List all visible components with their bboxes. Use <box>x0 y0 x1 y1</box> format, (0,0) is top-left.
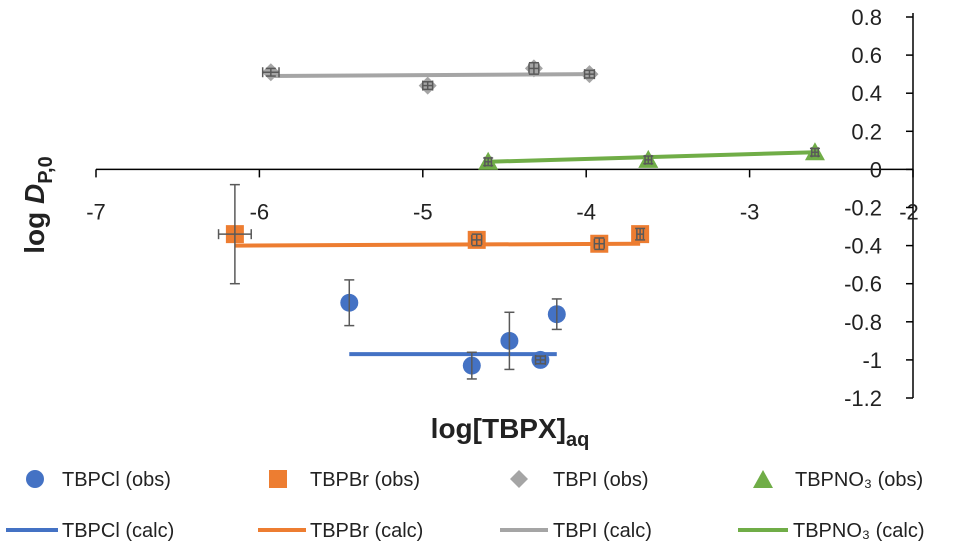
x-tick-label: -3 <box>740 199 760 224</box>
calc-line <box>270 72 590 79</box>
axes: -7 -6 -5 -4 -3 -2 0.8 0.6 0.4 0.2 0 -0.2 -0.4 -0.6 -0.… <box>86 5 919 411</box>
data-points <box>225 59 825 375</box>
legend-marker-tbpi-obs <box>510 470 528 488</box>
y-tick-label: 0.6 <box>851 43 882 68</box>
x-tick-label: -5 <box>413 199 433 224</box>
x-tick-label: -7 <box>86 199 106 224</box>
x-tick-label: -2 <box>899 199 919 224</box>
y-tick-label: -1.2 <box>844 386 882 411</box>
legend-marker-tbpbr-obs <box>269 470 287 488</box>
legend-label-tbpi-obs: TBPI (obs) <box>553 469 649 491</box>
legend-label-tbpbr-calc: TBPBr (calc) <box>310 520 423 542</box>
y-tick-label: -0.6 <box>844 272 882 297</box>
legend-label-tbpno3-calc: TBPNO₃ (calc) <box>793 520 924 542</box>
legend-label-tbpcl-obs: TBPCl (obs) <box>62 469 171 491</box>
x-axis-title: log[TBPX]aq <box>431 413 590 451</box>
y-tick-label: 0.4 <box>851 81 882 106</box>
legend: TBPCl (obs) TBPBr (obs) TBPI (obs) TBPNO… <box>6 469 924 542</box>
y-tick-label: -1 <box>862 348 882 373</box>
legend-label-tbpbr-obs: TBPBr (obs) <box>310 469 420 491</box>
x-tick-label: -6 <box>250 199 270 224</box>
y-tick-label: -0.8 <box>844 310 882 335</box>
y-tick-label: 0.2 <box>851 119 882 144</box>
y-tick-label: 0 <box>870 157 882 182</box>
y-tick-label: -0.4 <box>844 234 882 259</box>
legend-marker-tbpno3-obs <box>753 470 773 488</box>
legend-label-tbpi-calc: TBPI (calc) <box>553 520 652 542</box>
x-tick-label: -4 <box>576 199 596 224</box>
error-bars <box>217 61 820 380</box>
y-axis-title: log DP,0 <box>19 156 57 253</box>
y-tick-label: 0.8 <box>851 5 882 30</box>
legend-label-tbpcl-calc: TBPCl (calc) <box>62 520 174 542</box>
legend-marker-tbpcl-obs <box>26 470 44 488</box>
calc-lines <box>234 72 816 357</box>
legend-label-tbpno3-obs: TBPNO₃ (obs) <box>795 469 923 491</box>
y-tick-label: -0.2 <box>844 196 882 221</box>
calc-line <box>234 241 641 248</box>
